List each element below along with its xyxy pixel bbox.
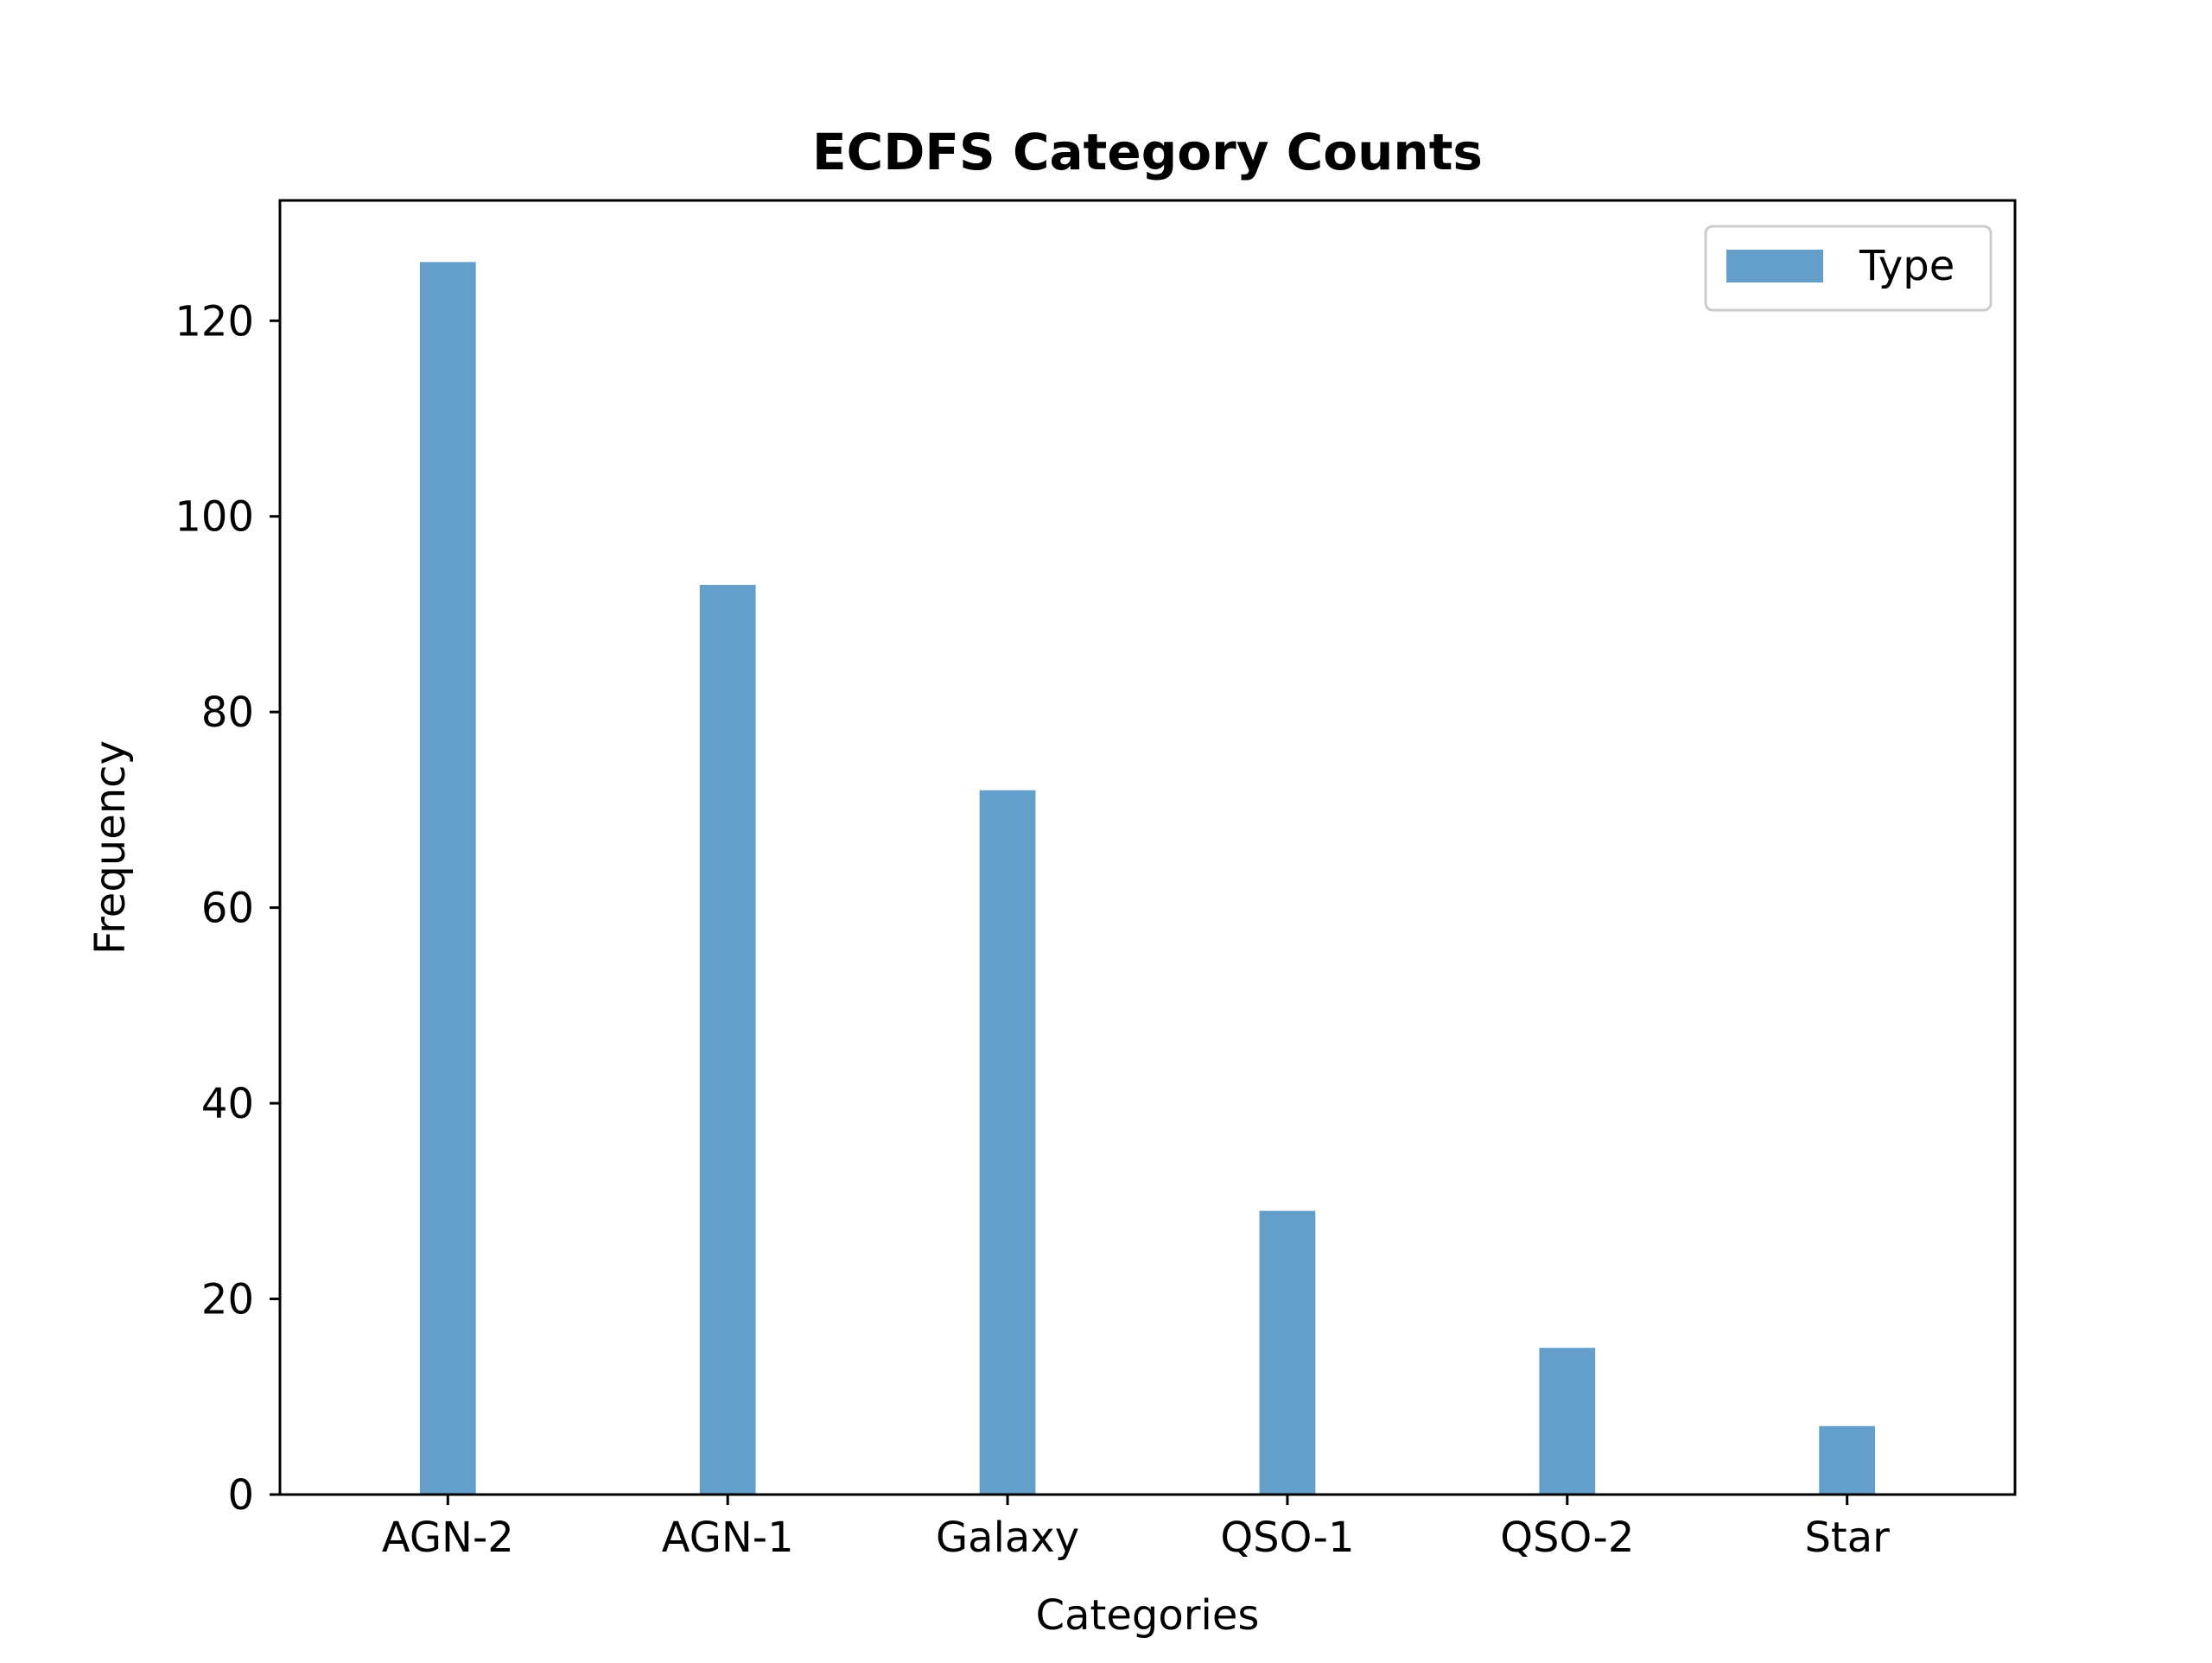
bar-galaxy [979,790,1036,1495]
plot-frame [278,199,2017,1496]
y-tick-label: 20 [201,1276,254,1324]
x-tick-label: QSO-2 [1500,1514,1634,1562]
y-axis-ticks: 0 20 40 60 80 100 120 [175,297,280,1520]
y-tick-label: 100 [175,493,254,542]
y-tick-label: 0 [227,1471,254,1520]
x-tick-label: AGN-1 [662,1514,794,1562]
x-tick-label: QSO-1 [1220,1514,1354,1562]
y-tick-label: 120 [175,297,254,346]
chart-title: ECDFS Category Counts [812,123,1483,181]
legend-frame [1704,225,1993,312]
y-tick-label: 60 [201,885,254,933]
x-tick-label: AGN-2 [382,1514,514,1562]
bar-agn-1 [699,584,756,1495]
x-tick-label: Galaxy [936,1514,1079,1562]
bar-qso-1 [1259,1210,1316,1495]
bar-qso-2 [1539,1348,1596,1495]
x-axis-ticks: AGN-2 AGN-1 Galaxy QSO-1 QSO-2 Star [382,1495,1890,1562]
bar-agn-2 [419,262,476,1495]
y-axis-label: Frequency [86,740,135,955]
y-tick-label: 40 [201,1080,254,1128]
bar-star [1819,1425,1876,1495]
x-tick-label: Star [1804,1514,1890,1562]
legend-swatch [1726,250,1823,282]
legend: Type [1704,225,1993,312]
legend-label-type: Type [1859,242,1955,290]
bars-group [419,262,1876,1495]
x-axis-label: Categories [1036,1591,1260,1640]
y-tick-label: 80 [201,689,254,737]
